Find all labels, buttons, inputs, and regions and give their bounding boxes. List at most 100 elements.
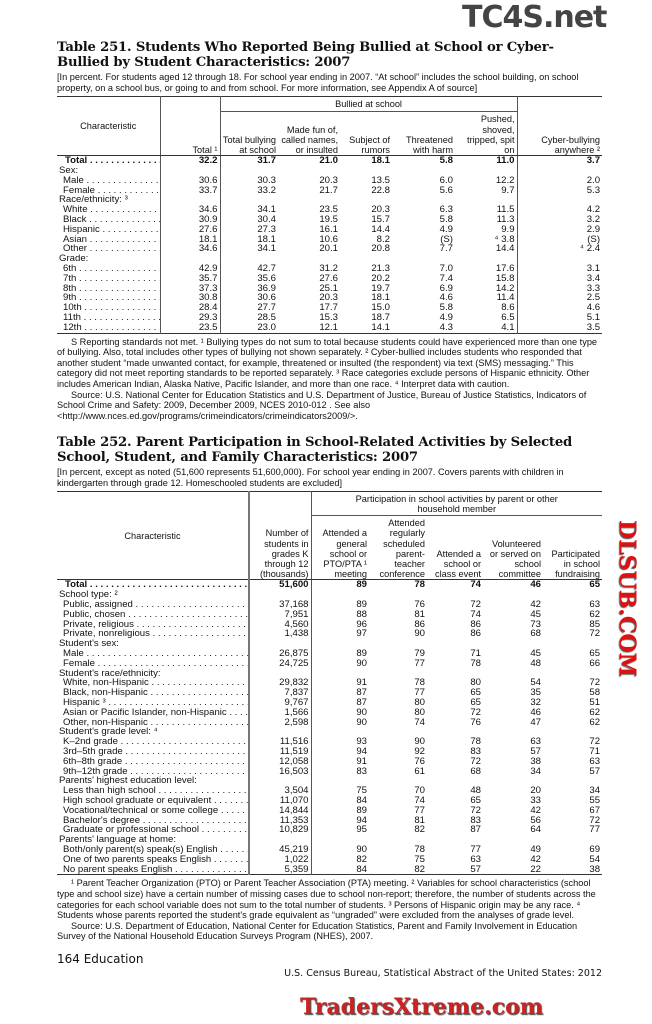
row-label: Graduate or professional school <box>63 825 199 836</box>
value-cell: 71 <box>589 747 601 757</box>
section-row: Parents' language at home: <box>57 835 602 845</box>
value-cell <box>249 639 312 650</box>
row-label-cell: Hispanic ³ <box>57 698 250 708</box>
value-cell: 24,725 <box>249 658 312 669</box>
row-label: Black, non-Hispanic <box>63 688 148 699</box>
table-row: Both/only parent(s) speak(s) English 45,2… <box>57 844 602 855</box>
value-cell: 82 <box>356 854 367 865</box>
value-cell <box>311 669 369 679</box>
table-row: Less than high school 3,504 75 70 48 20 34 <box>57 786 602 796</box>
value-cell: 77 <box>414 658 425 669</box>
header-rumors: Subject of rumors <box>349 134 390 155</box>
value-cell: 3.3 <box>586 283 601 294</box>
row-label: Hispanic ³ <box>63 698 106 708</box>
row-label: 6th <box>63 263 77 274</box>
value-cell: 48 <box>530 658 541 669</box>
value-cell: 65 <box>470 796 481 806</box>
value-cell: 23.5 <box>160 322 221 334</box>
value-cell: 87 <box>356 688 367 699</box>
value-cell: 22 <box>530 864 541 875</box>
value-cell <box>543 639 602 649</box>
table-row: Vocational/technical or some college 14,8… <box>57 805 602 816</box>
value-cell: 77 <box>414 805 425 816</box>
leader-dots <box>123 747 247 757</box>
row-label: Public, assigned <box>63 600 133 610</box>
value-cell <box>427 727 483 737</box>
value-cell: 75 <box>356 786 367 796</box>
value-cell: 8.2 <box>376 234 390 245</box>
value-cell: 25.1 <box>319 283 338 294</box>
row-label-cell: No parent speaks English <box>57 864 250 875</box>
header-made-fun: Made fun of, called names, or insulted <box>281 124 338 155</box>
row-label: 9th–12th grade <box>63 766 128 777</box>
value-cell: 23.5 <box>319 205 338 215</box>
table-252-footnotes: ¹ Parent Teacher Organization (PTO) or P… <box>57 878 596 921</box>
row-label: School type: ² <box>59 590 118 601</box>
value-cell <box>455 165 518 176</box>
table-row: No parent speaks English 5,359 84 82 57 22 38 <box>57 864 602 875</box>
section-row: School type: ² <box>57 590 602 601</box>
value-cell: 77 <box>414 688 425 699</box>
header-conference: Attended regularly scheduled parent-teac… <box>379 518 425 580</box>
value-cell: 45,219 <box>249 844 312 855</box>
row-label: 7th <box>63 273 77 284</box>
value-cell: 35.7 <box>160 273 221 284</box>
value-cell: 27.3 <box>257 224 276 235</box>
value-cell: 34.1 <box>257 205 276 215</box>
leader-dots <box>148 718 247 728</box>
value-cell: 5.8 <box>439 155 453 166</box>
value-cell <box>483 727 543 737</box>
table-row: 6th 42.9 42.7 31.2 21.3 7.017.6 3.1 <box>57 263 602 274</box>
value-cell: 11,516 <box>249 737 312 748</box>
row-label-cell: Female <box>57 658 250 669</box>
value-cell: 30.6 <box>257 293 276 304</box>
value-cell: 22.8 <box>371 185 390 196</box>
total-row: Total 51,600 89 78 74 46 65 <box>57 579 602 591</box>
leader-dots <box>76 293 159 303</box>
value-cell: 21.0 <box>319 155 338 166</box>
table-251-notes: S Reporting standards not met. ¹ Bullyin… <box>57 337 602 422</box>
table-row: Private, nonreligious 1,438 97 90 86 68 72 <box>57 629 602 640</box>
value-cell: 2,598 <box>249 717 312 728</box>
table-252: Characteristic Number of students in gra… <box>57 491 603 876</box>
row-label-cell: Less than high school <box>57 786 250 796</box>
section-row: Race/ethnicity: ³ <box>57 195 602 206</box>
row-label-cell: Asian or Pacific Islander, non-Hispanic <box>57 707 250 718</box>
value-cell <box>220 195 278 205</box>
value-cell: 89 <box>356 805 367 816</box>
value-cell: 20.8 <box>371 244 390 255</box>
value-cell <box>517 195 602 205</box>
header-pto-meeting: Attended a general school or PTO/PTA ¹ m… <box>322 528 367 580</box>
row-label: Black <box>63 214 87 225</box>
value-cell <box>311 835 369 845</box>
value-cell: 83 <box>470 747 481 757</box>
value-cell: 20.2 <box>371 273 390 284</box>
value-cell: 97 <box>356 629 367 640</box>
row-label-cell: Other, non-Hispanic <box>57 717 250 728</box>
value-cell: (S) <box>587 234 601 245</box>
value-cell: 74 <box>414 796 425 806</box>
value-cell: 3.5 <box>586 322 601 333</box>
header-pushed: Pushed, shoved, tripped, spit on <box>455 111 518 156</box>
value-cell <box>392 195 455 205</box>
value-cell <box>483 776 543 786</box>
row-label: Both/only parent(s) speak(s) English <box>63 844 218 855</box>
value-cell <box>543 669 602 679</box>
value-cell: 66 <box>589 658 601 669</box>
value-cell <box>427 776 483 786</box>
value-cell <box>369 727 427 737</box>
value-cell <box>278 195 340 205</box>
value-cell: 65 <box>589 579 601 591</box>
value-cell: 5.6 <box>439 185 453 196</box>
row-label-cell: 12th <box>57 322 161 334</box>
value-cell <box>278 254 340 264</box>
leader-dots <box>156 786 247 796</box>
row-label-cell: 6th <box>57 263 161 274</box>
value-cell: 4.9 <box>439 312 453 323</box>
value-cell: 30.9 <box>160 214 221 225</box>
value-cell: 34 <box>530 766 541 777</box>
value-cell: 65 <box>589 649 601 659</box>
row-label: One of two parents speaks English <box>63 854 212 865</box>
value-cell: 30.6 <box>160 175 221 186</box>
leader-dots <box>100 225 159 235</box>
